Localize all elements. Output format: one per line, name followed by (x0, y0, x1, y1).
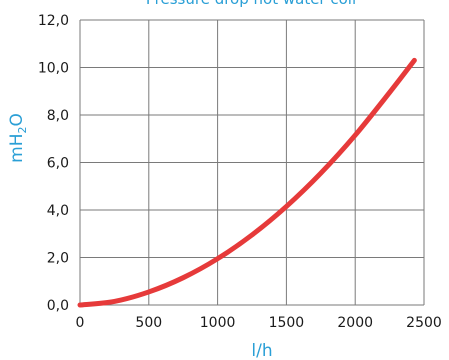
x-tick-label: 500 (135, 315, 162, 331)
x-axis-title: l/h (251, 341, 272, 360)
chart-title: Pressure drop hot water coil (146, 0, 356, 8)
x-tick-label: 1000 (200, 315, 236, 331)
y-axis-title-main: mH (7, 134, 27, 163)
x-tick-label: 2500 (406, 315, 442, 331)
y-tick-label: 6,0 (47, 156, 69, 172)
series-line (77, 57, 417, 308)
y-tick-label: 12,0 (38, 13, 69, 29)
y-tick-label: 0,0 (47, 298, 69, 314)
y-axis-title-suffix: O (7, 113, 27, 126)
x-tick-label: 0 (76, 315, 85, 331)
x-tick-label: 1500 (269, 315, 305, 331)
series-layer (77, 57, 417, 308)
y-tick-label: 8,0 (47, 108, 69, 124)
y-tick-label: 4,0 (47, 203, 69, 219)
y-axis-title: mH2O (7, 113, 29, 163)
tick-labels: 0 500 1000 1500 2000 2500 0,0 2,0 4,0 6,0 8,0 10,0 1… (38, 13, 442, 331)
y-tick-label: 2,0 (47, 251, 69, 267)
grid-lines (79, 19, 425, 306)
x-tick-label: 2000 (337, 315, 373, 331)
y-tick-label: 10,0 (38, 61, 69, 77)
y-axis-title-subscript: 2 (16, 127, 29, 134)
